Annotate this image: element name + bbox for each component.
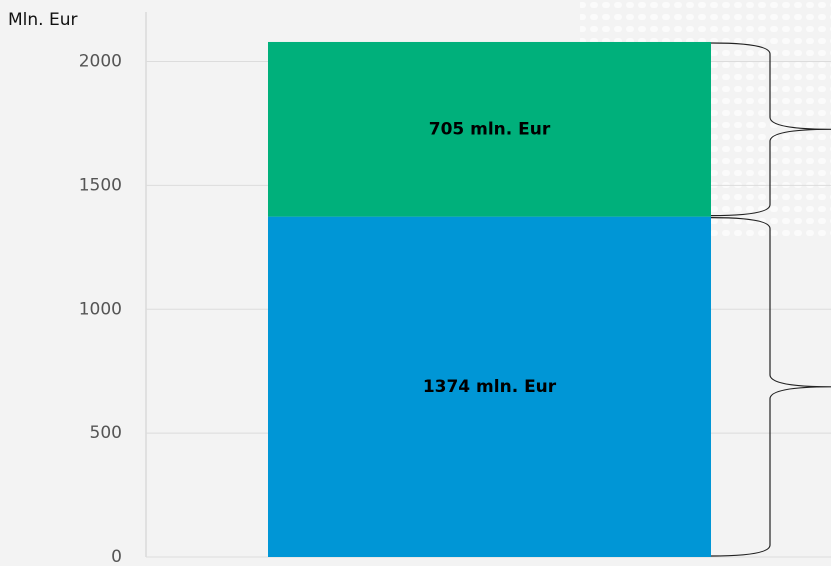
y-tick-label: 1500 (79, 175, 122, 195)
y-tick-label: 0 (111, 547, 122, 566)
value-label: 1374 mln. Eur (423, 377, 557, 397)
y-axis-label: Mln. Eur (8, 10, 77, 30)
brace (710, 217, 831, 557)
bar-segment (268, 41, 711, 217)
value-label: 705 mln. Eur (429, 119, 551, 139)
y-tick-label: 500 (90, 423, 122, 443)
brace (710, 42, 831, 217)
y-tick-label: 2000 (79, 52, 122, 72)
y-tick-label: 1000 (79, 299, 122, 319)
bar-segment (268, 216, 711, 557)
